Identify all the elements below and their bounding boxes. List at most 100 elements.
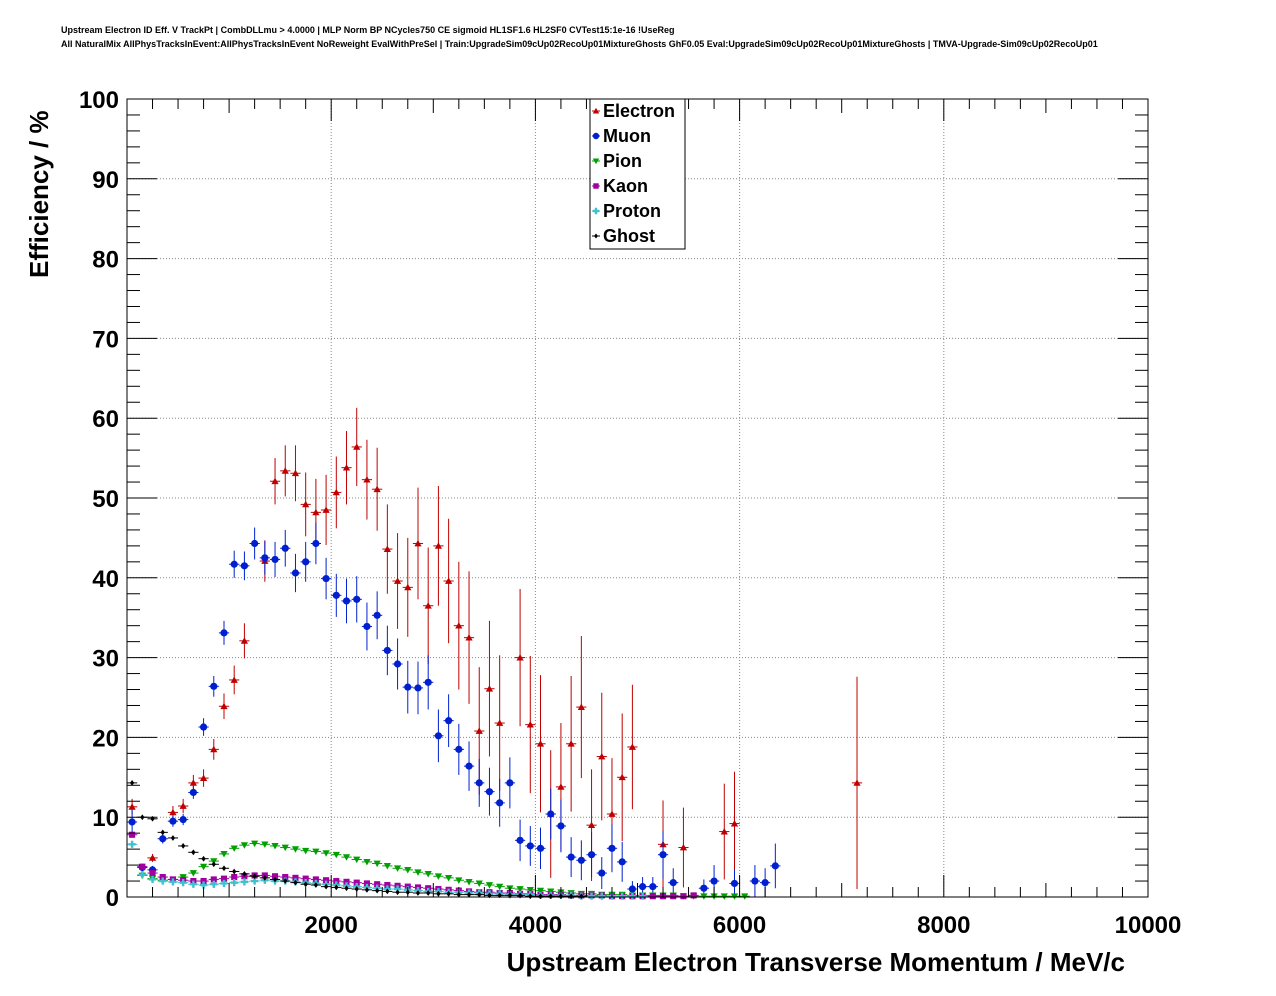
ghost-point bbox=[191, 849, 196, 856]
ghost-point bbox=[436, 890, 441, 897]
electron-point bbox=[730, 819, 739, 827]
pion-point bbox=[383, 862, 391, 870]
y-tick-label: 100 bbox=[79, 87, 119, 114]
y-tick-label: 90 bbox=[92, 167, 119, 194]
chart-title-line-2: All NaturalMix AllPhysTracksInEvent:AllP… bbox=[61, 39, 1098, 49]
electron-point bbox=[628, 743, 636, 750]
ghost-point bbox=[538, 893, 543, 900]
muon-point bbox=[526, 842, 534, 850]
tick-labels: 2000 4000 6000 8000 10000 0 10 20 30 40 50 60 70 80 90… bbox=[79, 87, 1181, 939]
proton-point bbox=[639, 892, 647, 900]
pion-point bbox=[475, 880, 483, 888]
electron-point bbox=[434, 542, 443, 549]
electron-point bbox=[587, 821, 596, 829]
kaon-point bbox=[231, 873, 238, 881]
pion-point bbox=[281, 844, 289, 852]
muon-point bbox=[577, 856, 585, 864]
electron-point bbox=[230, 676, 238, 683]
y-tick-label: 70 bbox=[92, 326, 119, 353]
muon-point bbox=[220, 629, 228, 637]
kaon-point bbox=[363, 880, 370, 887]
muon-point bbox=[169, 817, 177, 825]
muon-point bbox=[342, 597, 351, 605]
pion-point bbox=[291, 846, 300, 853]
electron-point bbox=[424, 602, 432, 609]
pion-point bbox=[332, 851, 340, 859]
kaon-point bbox=[680, 893, 687, 900]
electron-point bbox=[332, 488, 340, 496]
y-tick-label: 10 bbox=[92, 805, 119, 832]
muon-point bbox=[434, 732, 443, 740]
x-tick-label: 2000 bbox=[305, 912, 358, 939]
electron-point bbox=[516, 654, 524, 661]
muon-point bbox=[496, 799, 504, 807]
ghost-point bbox=[466, 891, 472, 898]
muon-point bbox=[291, 569, 300, 577]
pion-point bbox=[312, 848, 320, 856]
electron-point bbox=[455, 622, 463, 629]
ghost-point bbox=[334, 884, 339, 891]
electron-point bbox=[312, 508, 320, 516]
electron-point bbox=[577, 703, 585, 710]
legend-marker-pion bbox=[592, 158, 600, 165]
muon-point bbox=[414, 684, 422, 692]
electron-point bbox=[853, 779, 861, 786]
muon-point bbox=[771, 862, 779, 870]
electron-point bbox=[557, 783, 565, 790]
proton-point bbox=[179, 879, 187, 887]
ghost-point bbox=[283, 878, 288, 884]
kaon-point bbox=[323, 877, 330, 884]
x-tick-label: 10000 bbox=[1115, 912, 1182, 939]
pion-point bbox=[404, 866, 412, 874]
pion-point bbox=[414, 869, 422, 876]
muon-point bbox=[159, 835, 167, 843]
kaon-point bbox=[200, 877, 207, 885]
proton-point bbox=[220, 879, 228, 888]
electron-point bbox=[567, 740, 575, 747]
legend-label-pion: Pion bbox=[603, 151, 642, 171]
kaon-point bbox=[670, 893, 677, 900]
pion-point bbox=[393, 865, 402, 872]
electron-point bbox=[373, 485, 381, 493]
ghost-point bbox=[323, 883, 329, 890]
muon-point bbox=[649, 883, 657, 891]
ghost-point bbox=[528, 893, 533, 900]
muon-point bbox=[608, 844, 616, 852]
electron-point bbox=[465, 634, 473, 641]
muon-point bbox=[179, 815, 187, 824]
muon-point bbox=[710, 877, 718, 885]
muon-point bbox=[353, 595, 361, 603]
kaon-point bbox=[220, 875, 228, 882]
ghost-point bbox=[211, 861, 216, 868]
electron-point bbox=[618, 773, 626, 781]
electron-point bbox=[679, 843, 688, 851]
ghost-point bbox=[170, 835, 176, 841]
pion-point bbox=[373, 860, 381, 868]
proton-point bbox=[128, 840, 136, 848]
kaon-point bbox=[374, 881, 381, 888]
pion-point bbox=[322, 850, 330, 857]
pion-point bbox=[485, 882, 494, 889]
proton-point bbox=[169, 878, 177, 886]
kaon-point bbox=[312, 876, 319, 883]
muon-point bbox=[475, 779, 483, 787]
y-tick-label: 80 bbox=[92, 247, 119, 274]
ghost-point bbox=[374, 887, 380, 894]
proton-point bbox=[598, 892, 606, 900]
muon-point bbox=[669, 879, 677, 887]
x-tick-label: 6000 bbox=[713, 912, 766, 939]
ghost-point bbox=[385, 888, 390, 895]
pion-point bbox=[230, 845, 238, 852]
proton-point bbox=[628, 892, 636, 900]
muon-point bbox=[210, 682, 218, 690]
muon-point bbox=[516, 836, 524, 844]
y-tick-label: 0 bbox=[106, 885, 119, 912]
muon-point bbox=[700, 884, 708, 892]
proton-point bbox=[240, 878, 249, 886]
muon-point bbox=[332, 591, 340, 599]
muon-point bbox=[240, 562, 249, 570]
muon-point bbox=[302, 558, 310, 566]
muon-point bbox=[761, 879, 769, 887]
x-axis-label: Upstream Electron Transverse Momentum / … bbox=[507, 947, 1125, 977]
kaon-point bbox=[302, 875, 309, 882]
